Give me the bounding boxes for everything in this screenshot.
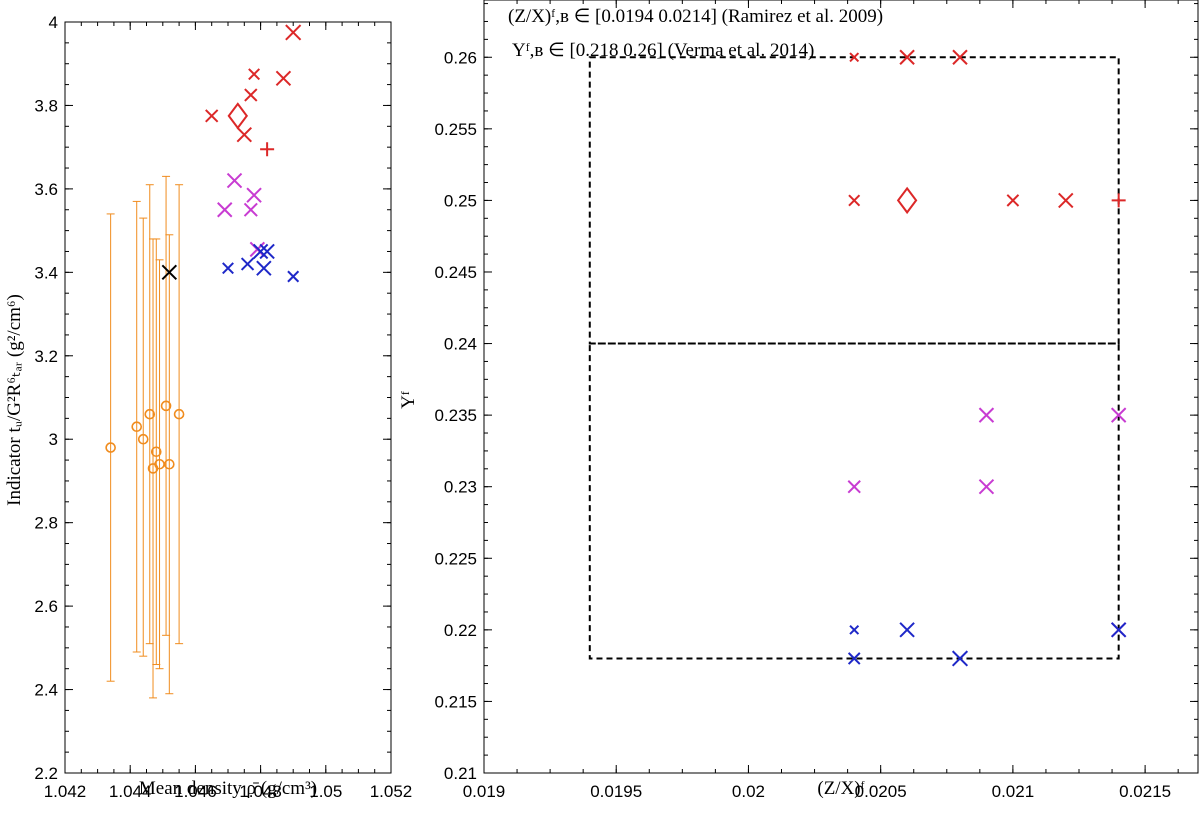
x-tick-label: 0.0215 <box>1119 782 1171 801</box>
red-models-point <box>285 24 302 41</box>
blue-models-point <box>287 270 300 283</box>
observations-with-errors-point <box>160 400 172 412</box>
blue-models-point <box>256 260 272 276</box>
magenta-models-point <box>1110 407 1127 423</box>
blue-models-point <box>1110 622 1127 638</box>
y-tick-label: 0.22 <box>444 621 477 640</box>
x-tick-label: 0.02 <box>732 782 765 801</box>
red-models-point <box>236 126 253 143</box>
x-tick-label: 0.0195 <box>590 782 642 801</box>
right-panel: 0.019 0.0195 0.02 0.0205 0.021 0.0215 0.21 0.21… <box>398 0 1199 801</box>
plot-frame <box>64 21 392 774</box>
red-models-point <box>248 68 261 81</box>
red-models-point <box>244 88 258 102</box>
x-tick-label: 1.052 <box>370 782 413 801</box>
x-tick-label: 1.048 <box>239 782 282 801</box>
y-tick-label: 0.25 <box>444 191 477 210</box>
blue-models-point <box>252 243 269 260</box>
magenta-models-point <box>243 202 258 217</box>
y-tick-label: 2.2 <box>34 764 58 783</box>
y-tick-label: 2.4 <box>34 681 58 700</box>
blue-models-point <box>951 650 969 667</box>
y-tick-label: 0.21 <box>444 764 477 783</box>
x-axis-label: (Z/X)ᶠ <box>817 778 864 799</box>
blue-models-point <box>849 624 860 635</box>
y-tick-label: 2.6 <box>34 597 58 616</box>
red-models-point <box>1058 192 1074 209</box>
red-models-point <box>899 49 915 65</box>
y-tick-label: 0.255 <box>434 120 477 139</box>
y-tick-label: 3.4 <box>34 263 58 282</box>
blue-models-point <box>259 243 275 260</box>
y-tick-label: 0.225 <box>434 549 477 568</box>
observations-with-errors-point <box>105 442 116 453</box>
y-axis-label: Indicator tᵤ/G²R⁶ₜₐᵣ (g²/cm⁶) <box>4 294 25 506</box>
magenta-models-point <box>978 478 995 495</box>
y-tick-label: 0.24 <box>444 335 477 354</box>
y-tick-label: 3.2 <box>34 347 58 366</box>
y-axis-label: Yᶠ <box>398 391 419 409</box>
x-axis-label: Mean density ρ̄ (g/cm³) <box>139 778 317 799</box>
red-models-point <box>205 109 219 123</box>
magenta-models-point <box>217 202 233 218</box>
observations-with-errors-point <box>144 408 156 420</box>
y-tick-label: 0.26 <box>444 48 477 67</box>
blue-models-point <box>899 622 915 638</box>
red-diamond-point <box>227 102 249 130</box>
red-models-point <box>952 49 968 65</box>
reference-point <box>161 264 178 281</box>
red-models-point <box>849 52 860 63</box>
x-tick-label: 1.044 <box>109 782 152 801</box>
y-tick-label: 4 <box>49 13 58 32</box>
x-tick-label: 0.021 <box>992 782 1035 801</box>
red-plus-point <box>260 142 275 157</box>
y-tick-label: 0.23 <box>444 478 477 497</box>
x-tick-label: 1.046 <box>174 782 217 801</box>
y-tick-label: 3.8 <box>34 96 58 115</box>
red-diamond-point <box>896 186 918 215</box>
x-tick-label: 0.019 <box>463 782 506 801</box>
left-panel: 1.042 1.044 1.046 1.048 1.05 1.052 2.2 2.4 2.6 2.… <box>4 13 412 801</box>
red-plus-point <box>1111 193 1126 208</box>
observations-with-errors-point <box>131 421 143 433</box>
y-tick-label: 0.245 <box>434 263 477 282</box>
magenta-models-point <box>978 407 995 423</box>
blue-models-point <box>240 257 255 271</box>
y-tick-label: 0.235 <box>434 406 477 425</box>
y-tick-label: 3.6 <box>34 180 58 199</box>
plot-frame <box>483 0 1199 774</box>
y-tick-label: 0.215 <box>434 692 477 711</box>
x-tick-label: 1.042 <box>44 782 87 801</box>
x-tick-label: 0.0205 <box>855 782 907 801</box>
red-models-point <box>1006 194 1020 207</box>
observations-with-errors-point <box>173 408 185 420</box>
annotation-text: Yᶠ,ʙ ∈ [0.218 0.26] (Verma et al. 2014) <box>512 40 814 61</box>
red-models-point <box>848 194 861 207</box>
annotation-text: (Z/X)ᶠ,ʙ ∈ [0.0194 0.0214] (Ramirez et a… <box>508 6 883 27</box>
red-models-point <box>275 70 292 87</box>
y-tick-label: 3 <box>49 430 58 449</box>
observations-with-errors-point <box>150 446 162 458</box>
magenta-models-point <box>246 187 262 203</box>
magenta-models-point <box>226 172 243 189</box>
y-tick-label: 2.8 <box>34 514 58 533</box>
magenta-models-point <box>847 480 861 494</box>
blue-models-point <box>847 652 861 665</box>
constraint-box <box>588 342 1120 660</box>
observations-with-errors-point <box>137 433 149 445</box>
x-tick-label: 1.05 <box>309 782 342 801</box>
blue-models-point <box>222 262 234 275</box>
observations-with-errors-point <box>164 458 175 470</box>
